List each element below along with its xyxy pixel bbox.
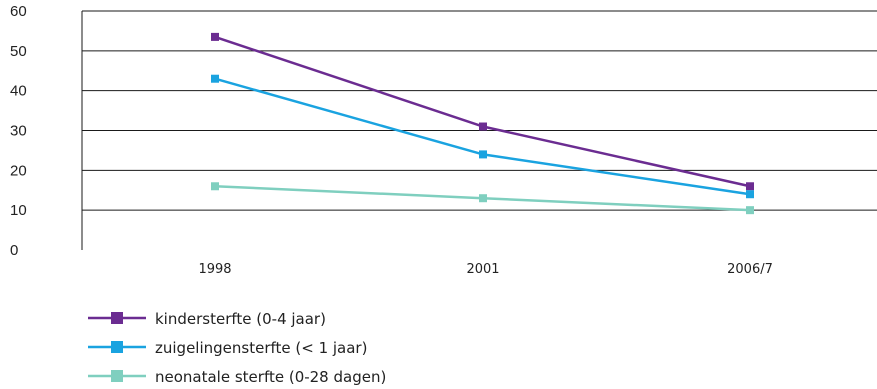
legend-label: kindersterfte (0-4 jaar): [155, 310, 326, 328]
y-tick-label: 60: [10, 3, 27, 20]
y-tick-label: 20: [10, 162, 27, 179]
data-point: [479, 122, 487, 131]
data-point: [746, 206, 754, 215]
data-point: [479, 194, 487, 203]
data-point: [211, 74, 219, 83]
legend-swatch-marker: [111, 341, 123, 353]
data-point: [211, 182, 219, 191]
series-lines: [211, 32, 754, 215]
data-point: [746, 182, 754, 191]
x-tick-label: 2006/7: [727, 262, 773, 277]
data-point: [211, 32, 219, 41]
series-line-1: [214, 77, 751, 196]
legend-label: zuigelingensterfte (< 1 jaar): [155, 339, 367, 357]
x-tick-label: 2001: [466, 262, 499, 277]
y-tick-label: 50: [10, 43, 27, 60]
y-axis-ticks: 0 10 20 30 40 50 60: [10, 3, 27, 259]
legend: kindersterfte (0-4 jaar) zuigelingensterf…: [88, 310, 386, 386]
x-tick-label: 1998: [198, 262, 231, 277]
y-tick-label: 30: [10, 123, 27, 140]
data-point: [479, 150, 487, 159]
x-axis-ticks: 1998 2001 2006/7: [198, 262, 772, 277]
data-point: [746, 190, 754, 199]
series-line-0: [214, 35, 751, 188]
y-tick-label: 10: [10, 202, 27, 219]
y-tick-label: 40: [10, 83, 27, 100]
y-tick-label: 0: [10, 242, 18, 259]
legend-label: neonatale sterfte (0-28 dagen): [155, 368, 386, 386]
legend-swatch-marker: [111, 370, 123, 382]
legend-swatch-marker: [111, 312, 123, 324]
